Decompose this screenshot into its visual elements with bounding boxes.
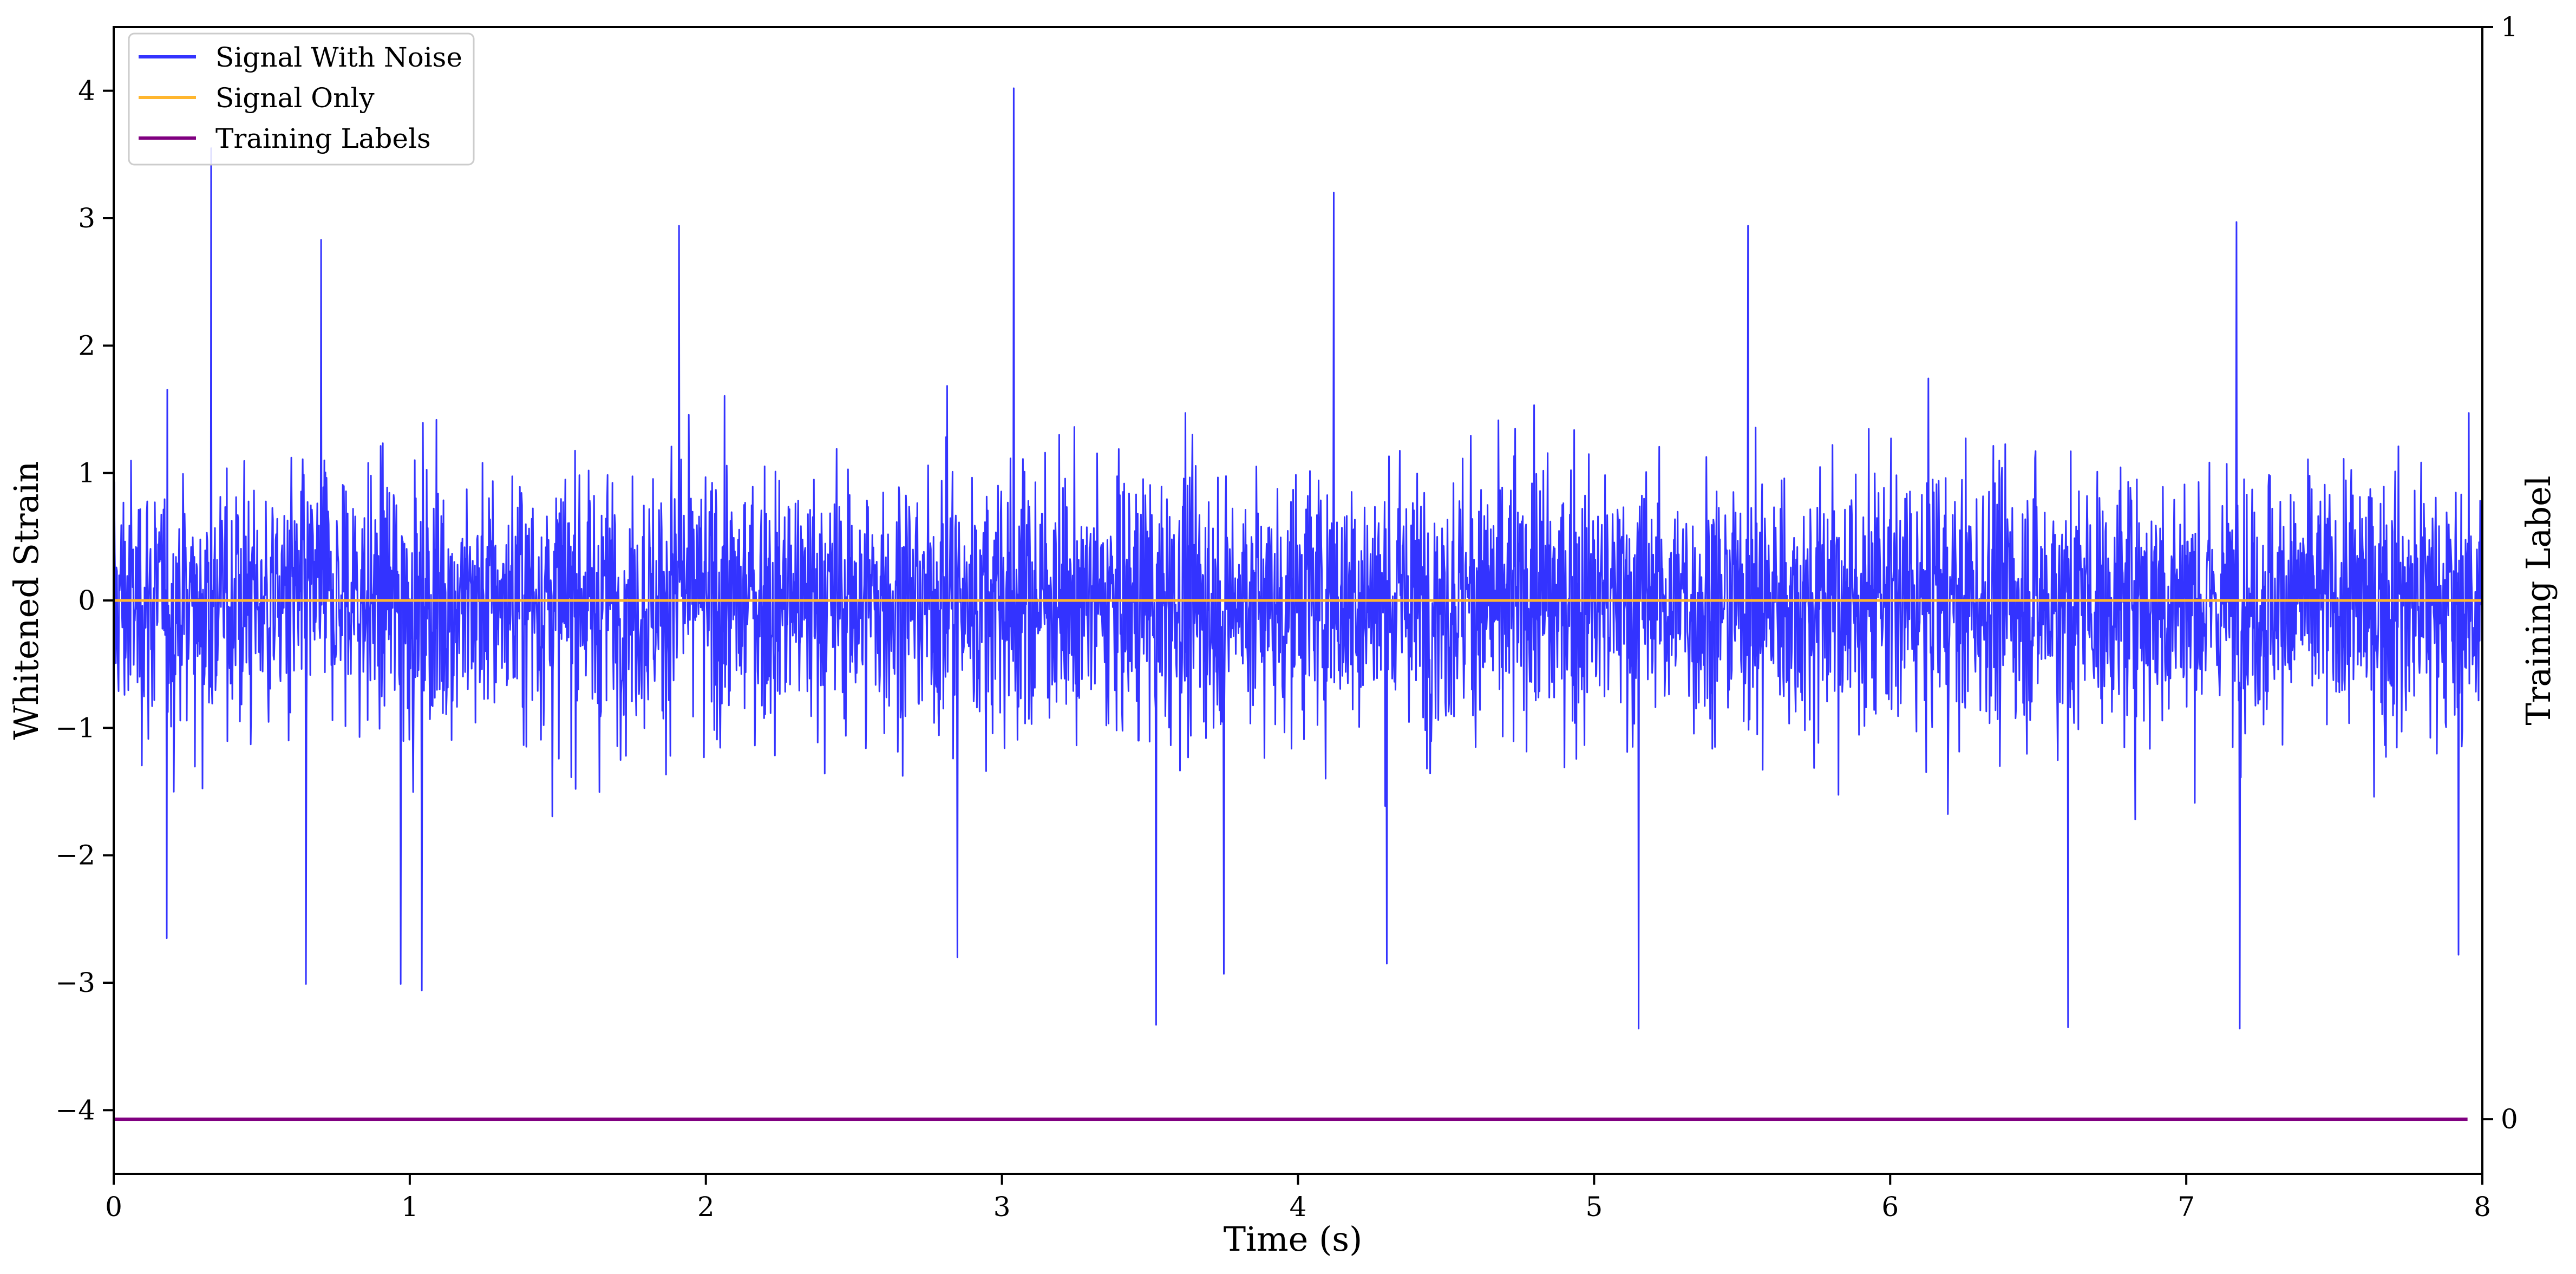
x-tick-label: 0 [105,1191,122,1223]
x-tick-label: 3 [993,1191,1011,1223]
y-axis-title: Whitened Strain [6,461,46,740]
x-tick-label: 5 [1585,1191,1603,1223]
legend: Signal With Noise Signal Only Training L… [128,32,475,166]
y-right-axis-title: Training Label [2519,475,2558,725]
y-right-tick-label: 1 [2501,11,2518,43]
signal-with-noise-line [113,87,2483,1030]
y-tick-label: 0 [78,585,95,616]
y-tick-label: −2 [55,840,95,871]
x-tick-label: 4 [1290,1191,1307,1223]
legend-label-signal-only: Signal Only [215,82,375,114]
y-tick-label: 1 [78,458,95,489]
x-tick-label: 6 [1881,1191,1899,1223]
legend-box [128,32,475,166]
legend-label-training-labels: Training Labels [215,123,431,154]
x-tick-label: 8 [2474,1191,2491,1223]
y-axis-left: −4 −3 −2 −1 0 1 2 3 4 [55,75,114,1126]
x-axis-title: Time (s) [1224,1219,1363,1259]
y-tick-label: −1 [55,712,95,743]
y-right-tick-label: 0 [2501,1103,2518,1135]
x-tick-label: 7 [2178,1191,2195,1223]
legend-label-signal-with-noise: Signal With Noise [215,42,462,73]
y-tick-label: 4 [78,75,95,107]
signal-with-noise-series [113,87,2483,1030]
y-tick-label: −3 [55,967,95,998]
y-tick-label: 2 [78,330,95,361]
x-tick-label: 2 [697,1191,715,1223]
y-tick-label: 3 [78,202,95,234]
y-axis-right: 01 [2482,11,2518,1135]
y-tick-label: −4 [55,1094,95,1126]
x-axis: 0 1 2 3 4 5 6 7 8 [105,1174,2491,1223]
x-tick-label: 1 [401,1191,419,1223]
